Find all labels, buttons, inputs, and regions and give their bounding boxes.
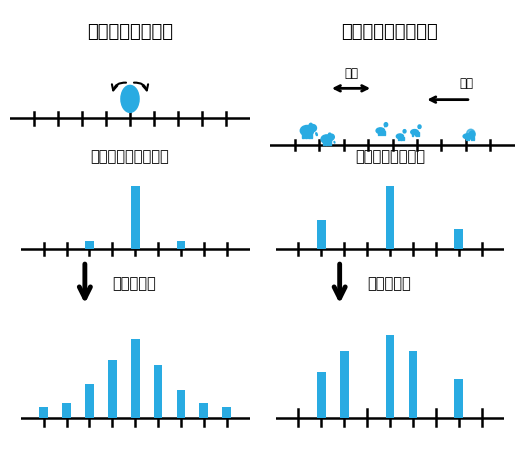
Bar bbox=[401, 137, 402, 139]
Bar bbox=[154, 365, 162, 418]
Bar bbox=[131, 339, 139, 418]
Ellipse shape bbox=[329, 134, 334, 140]
Ellipse shape bbox=[309, 123, 313, 129]
Bar bbox=[469, 137, 470, 140]
Bar bbox=[416, 133, 417, 136]
Bar bbox=[414, 133, 415, 136]
Text: 競合: 競合 bbox=[344, 67, 358, 80]
Bar bbox=[466, 137, 467, 140]
Bar bbox=[108, 360, 116, 418]
Bar bbox=[340, 351, 348, 418]
Bar bbox=[409, 351, 417, 418]
Bar bbox=[85, 241, 94, 249]
Text: 個体群ダイナミクス: 個体群ダイナミクス bbox=[342, 23, 438, 41]
Text: 捕食: 捕食 bbox=[459, 77, 473, 90]
Bar bbox=[305, 132, 307, 138]
Bar bbox=[384, 131, 385, 134]
Bar bbox=[418, 133, 419, 136]
Bar bbox=[85, 385, 94, 418]
Bar bbox=[378, 131, 379, 134]
Circle shape bbox=[384, 123, 387, 127]
Bar bbox=[330, 140, 331, 145]
Bar bbox=[400, 137, 401, 139]
Text: 時間の経過: 時間の経過 bbox=[112, 276, 156, 291]
Bar bbox=[398, 137, 399, 139]
Text: 粒子位置の確率分布: 粒子位置の確率分布 bbox=[90, 149, 170, 164]
Bar bbox=[454, 229, 463, 249]
Bar bbox=[131, 186, 139, 249]
Bar bbox=[223, 407, 231, 418]
Text: 個体数の頻度分布: 個体数の頻度分布 bbox=[355, 149, 425, 164]
Ellipse shape bbox=[321, 135, 332, 143]
Circle shape bbox=[466, 129, 475, 139]
FancyArrowPatch shape bbox=[316, 133, 317, 135]
Ellipse shape bbox=[310, 124, 317, 132]
Bar bbox=[403, 137, 404, 139]
Ellipse shape bbox=[300, 125, 314, 136]
Bar bbox=[473, 137, 474, 140]
Bar bbox=[62, 403, 71, 418]
Ellipse shape bbox=[411, 129, 419, 135]
Circle shape bbox=[418, 125, 421, 128]
Bar bbox=[454, 379, 463, 418]
Circle shape bbox=[403, 130, 406, 133]
Bar bbox=[40, 407, 48, 418]
Bar bbox=[317, 372, 326, 418]
Text: ランダムウォーク: ランダムウォーク bbox=[87, 23, 173, 41]
Bar bbox=[412, 133, 413, 136]
Ellipse shape bbox=[328, 133, 331, 138]
Bar bbox=[200, 403, 208, 418]
Ellipse shape bbox=[376, 128, 385, 133]
Bar bbox=[308, 132, 310, 138]
Bar bbox=[386, 336, 394, 418]
Text: 時間の経過: 時間の経過 bbox=[367, 276, 411, 291]
Circle shape bbox=[469, 131, 475, 138]
Bar bbox=[177, 390, 185, 418]
Bar bbox=[471, 137, 472, 140]
Ellipse shape bbox=[463, 134, 472, 139]
Bar bbox=[328, 140, 329, 145]
Bar bbox=[323, 140, 324, 145]
Bar bbox=[303, 132, 304, 138]
Circle shape bbox=[121, 85, 139, 113]
Bar bbox=[177, 241, 185, 249]
Bar bbox=[386, 186, 394, 249]
Bar bbox=[325, 140, 327, 145]
Ellipse shape bbox=[396, 134, 404, 138]
Bar bbox=[317, 220, 326, 249]
Bar bbox=[382, 131, 383, 134]
Bar bbox=[310, 132, 313, 138]
